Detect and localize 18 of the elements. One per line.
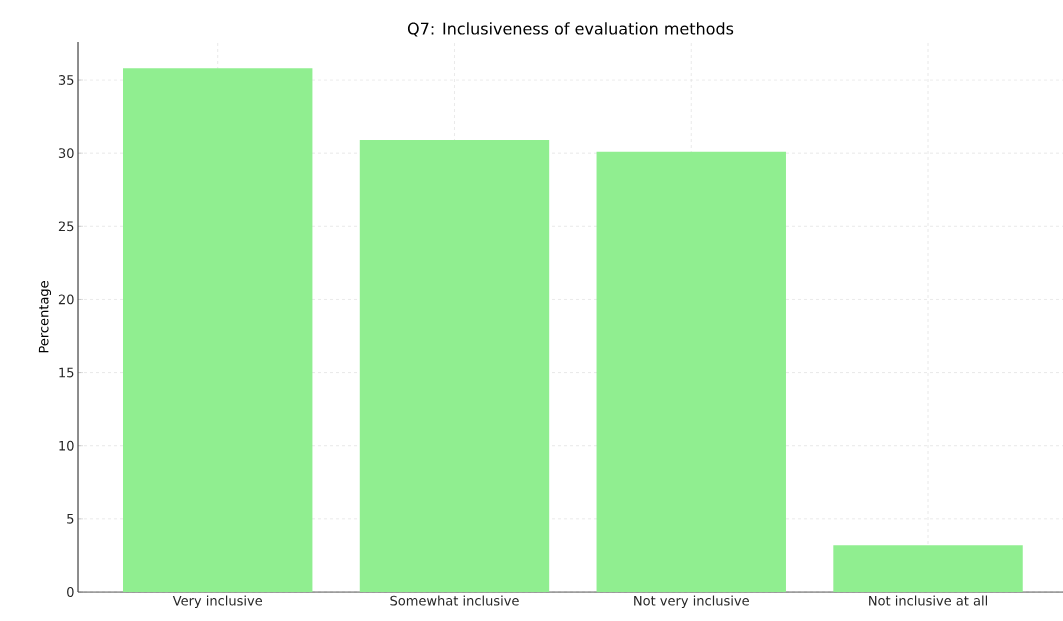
bar: [833, 545, 1023, 592]
bar: [123, 68, 313, 592]
y-tick-label: 30: [58, 148, 74, 159]
bar: [596, 151, 786, 592]
x-tick-label: Not very inclusive: [634, 595, 749, 609]
y-tick-label: 5: [67, 514, 74, 524]
y-axis-title: Percentage: [38, 281, 52, 353]
bar: [359, 140, 550, 592]
y-tick-label: 10: [59, 440, 74, 451]
y-tick-label: 25: [58, 221, 74, 232]
y-tick-label: 35: [58, 75, 74, 85]
chart-title: Q7: Inclusiveness of evaluation methods: [407, 22, 734, 37]
y-tick-label: 15: [59, 367, 74, 378]
x-tick-label: Somewhat inclusive: [390, 595, 519, 606]
x-tick-label: Not inclusive at all: [869, 595, 988, 606]
y-tick-label: 0: [67, 587, 74, 597]
y-tick-label: 20: [58, 294, 74, 305]
x-tick-label: Very inclusive: [172, 595, 263, 609]
